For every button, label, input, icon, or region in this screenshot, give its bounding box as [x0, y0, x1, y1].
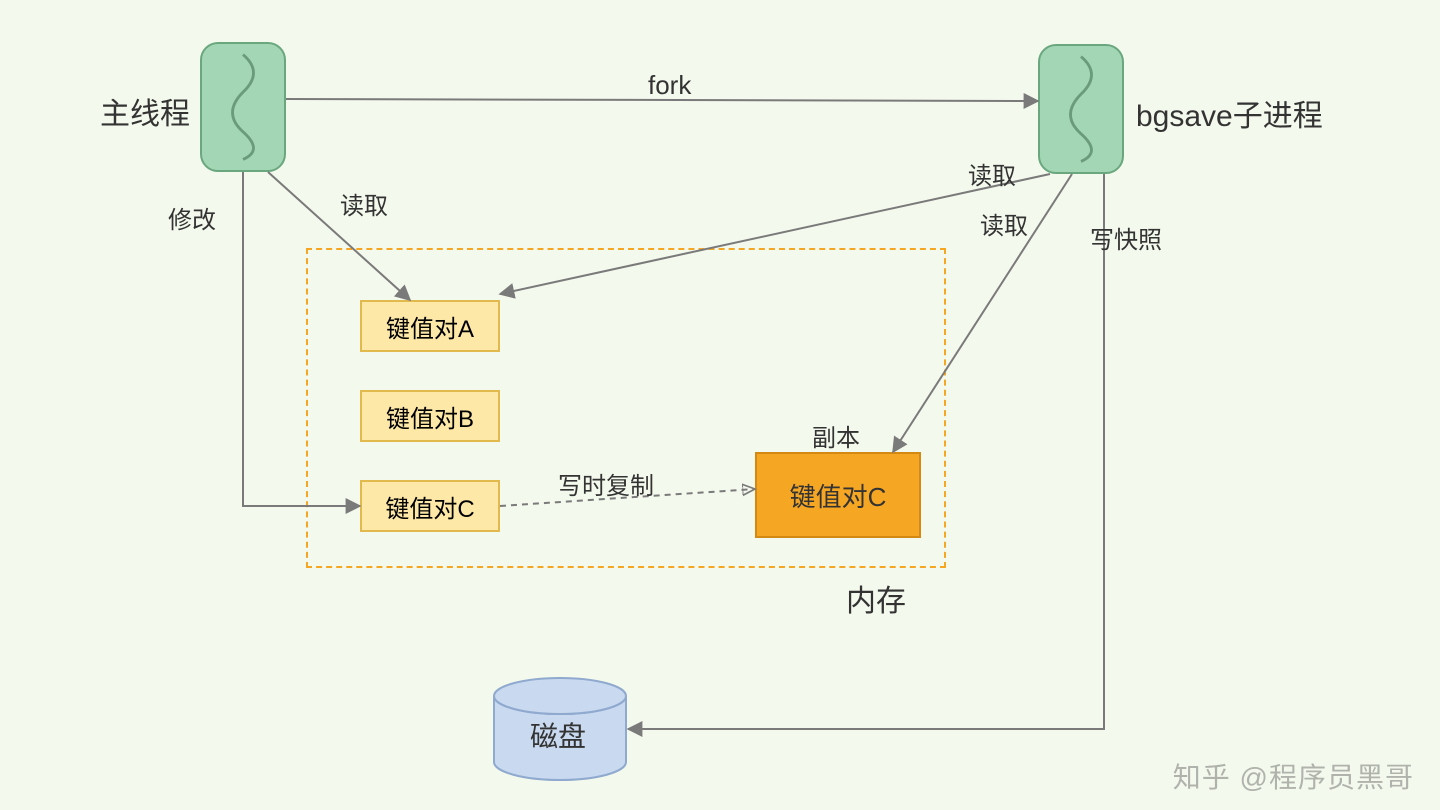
kv-b-text: 键值对B	[386, 399, 474, 434]
kv-c-copy-title: 副本	[812, 418, 860, 453]
thread-wave-icon	[1040, 44, 1122, 174]
bgsave-label: bgsave子进程	[1136, 91, 1323, 135]
edge-label-main-modify: 修改	[168, 200, 216, 235]
memory-label: 内存	[846, 576, 906, 620]
kv-pair-c-copy: 键值对C	[755, 452, 921, 538]
thread-wave-icon	[202, 42, 284, 172]
kv-pair-b: 键值对B	[360, 390, 500, 442]
edge-label-main-read: 读取	[340, 186, 388, 221]
kv-pair-a: 键值对A	[360, 300, 500, 352]
edge-label-bg-snapshot: 写快照	[1090, 220, 1162, 255]
bgsave-process	[1038, 44, 1124, 174]
kv-a-text: 键值对A	[386, 309, 474, 344]
edge-label-cow: 写时复制	[558, 466, 654, 501]
edge-label-bg-read-copy: 读取	[980, 206, 1028, 241]
kv-c-copy-text: 键值对C	[790, 477, 887, 514]
main-thread-label: 主线程	[50, 89, 190, 133]
main-thread-process	[200, 42, 286, 172]
kv-c-text: 键值对C	[385, 489, 474, 524]
edge-label-fork: fork	[648, 70, 691, 101]
kv-pair-c: 键值对C	[360, 480, 500, 532]
watermark: 知乎 @程序员黑哥	[1173, 756, 1414, 796]
disk-label: 磁盘	[530, 715, 586, 755]
edge-label-bg-read-a: 读取	[968, 156, 1016, 191]
